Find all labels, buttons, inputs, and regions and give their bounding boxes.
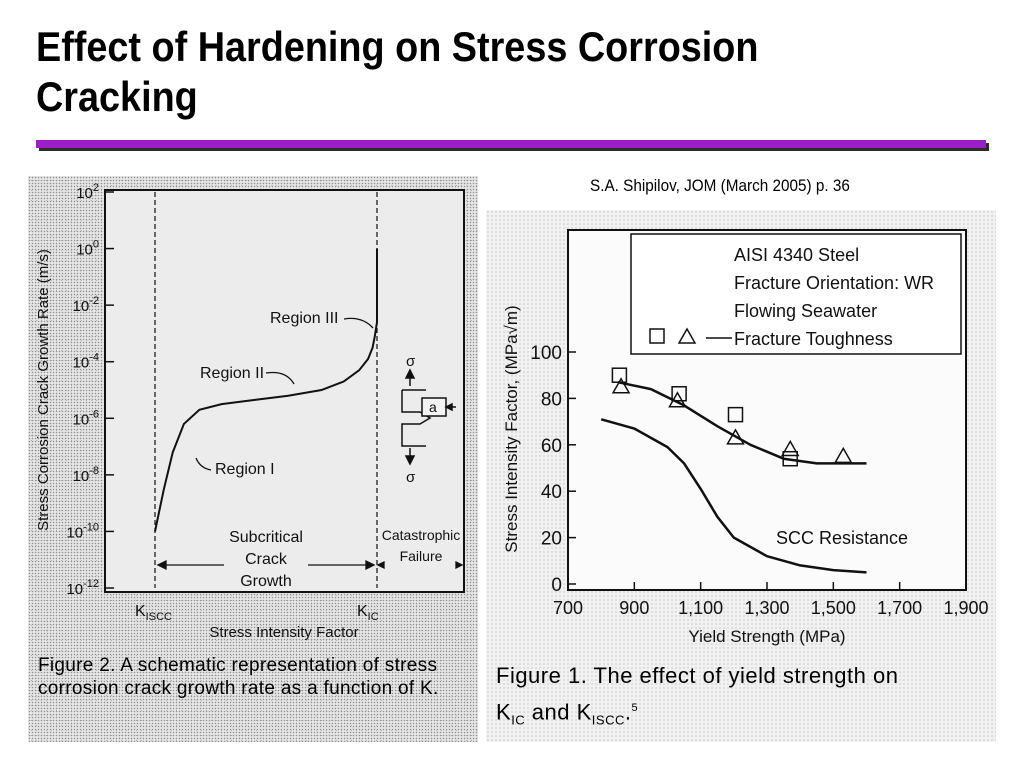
y-tick-label: 0 [551, 575, 562, 596]
caption-ref: 5 [631, 702, 639, 714]
x-tick-label: 1,300 [744, 598, 789, 618]
citation: S.A. Shipilov, JOM (March 2005) p. 36 [590, 176, 850, 195]
catastrophic-label-1: Catastrophic [382, 527, 461, 543]
title-divider [36, 140, 986, 148]
y-tick-label: 10-6 [73, 408, 99, 428]
region-1-label: Region I [215, 461, 275, 478]
subcritical-label-2: Crack [245, 551, 288, 568]
series-lines [600, 380, 867, 574]
x-tick-label: 1,700 [877, 598, 922, 618]
legend-box: AISI 4340 Steel Fracture Orientation: WR… [630, 233, 962, 355]
y-tick-label: 100 [76, 239, 99, 259]
triangle-marker [611, 377, 631, 394]
x-ticks: 700 900 1,100 1,300 1,500 1,700 1,900 [553, 582, 989, 618]
legend-line-3: Flowing Seawater [734, 301, 877, 321]
legend-square-marker [649, 328, 665, 344]
slide-title: Effect of Hardening on Stress Corrosion … [36, 23, 759, 120]
triangle-marker [726, 428, 745, 445]
legend-line-1: AISI 4340 Steel [734, 245, 859, 265]
triangle-marker [833, 446, 853, 464]
y-tick-label: 100 [530, 343, 562, 364]
x-marker-label: KISCC [135, 603, 172, 623]
region-2-leader [265, 371, 295, 385]
triangle-marker [668, 391, 687, 408]
y-axis-label: Stress Intensity Factor, (MPa√m) [502, 305, 521, 552]
plot-frame [104, 189, 465, 593]
region-2-label: Region II [200, 365, 264, 382]
legend-triangle-marker [677, 327, 697, 344]
y-ticks: 0 20 40 60 80 100 [530, 343, 576, 596]
y-tick-label: 80 [541, 389, 562, 410]
x-tick-label: 1,100 [678, 598, 723, 618]
triangle-marker [780, 439, 800, 457]
x-axis-label: Yield Strength (MPa) [688, 627, 845, 646]
y-axis-label: Stress Corrosion Crack Growth Rate (m/s) [35, 249, 52, 531]
caption-end: . [624, 699, 632, 725]
y-axis-label-group: Stress Intensity Factor, (MPa√m) [502, 305, 521, 552]
series-line [617, 380, 867, 465]
figure-1-caption-line-2: KIC and KISCC.5 [496, 692, 994, 737]
figure-1-caption: Figure 1. The effect of yield strength o… [496, 660, 994, 737]
sigma-bottom-label: σ [406, 469, 416, 486]
x-tick-label: 1,900 [943, 598, 988, 618]
x-tick-label: 1,500 [811, 598, 856, 618]
caption-mid: and K [525, 699, 592, 725]
y-axis-label-group: Stress Corrosion Crack Growth Rate (m/s) [35, 249, 52, 531]
caption-k1-sub: IC [511, 712, 526, 728]
legend-line-2: Fracture Orientation: WR [734, 273, 934, 293]
region-1-leader [195, 457, 212, 471]
crack-length-label: a [429, 399, 437, 415]
y-tick-label: 10-4 [73, 352, 99, 372]
y-tick-label: 10-2 [73, 295, 99, 315]
region-3-leader [343, 317, 374, 329]
region-annotations: Region III Region II Region I Subcritica… [156, 310, 464, 590]
x-marker-label: KIC [357, 603, 379, 623]
y-tick-label: 40 [541, 482, 562, 503]
sigma-top-label: σ [406, 353, 416, 370]
subcritical-label-3: Growth [240, 573, 292, 590]
series-line [600, 418, 867, 574]
figure-1-caption-line-1: Figure 1. The effect of yield strength o… [496, 663, 899, 688]
y-tick-label: 60 [541, 436, 562, 457]
legend-line-4: Fracture Toughness [734, 329, 893, 349]
y-tick-label: 20 [541, 529, 562, 550]
x-axis-label: Stress Intensity Factor [209, 624, 358, 641]
figure-2-caption: Figure 2. A schematic representation of … [38, 655, 439, 699]
y-tick-label: 102 [76, 182, 99, 202]
data-markers [611, 367, 853, 467]
region-arrows [156, 559, 464, 571]
figure-2-panel: Stress Corrosion Crack Growth Rate (m/s)… [28, 176, 478, 742]
x-tick-label: 900 [619, 598, 649, 618]
square-marker [671, 386, 687, 402]
subcritical-label-1: Subcritical [229, 529, 303, 546]
y-tick-label: 10-12 [66, 578, 99, 598]
catastrophic-label-2: Failure [400, 548, 443, 564]
y-tick-label: 10-10 [66, 521, 99, 541]
region-3-label: Region III [270, 310, 338, 327]
caption-k2-sub: ISCC [591, 712, 625, 728]
scc-resistance-label: SCC Resistance [776, 528, 908, 548]
specimen-sketch: σ a σ [401, 353, 456, 486]
yield-strength-chart: Stress Intensity Factor, (MPa√m) 0 20 40 60… [502, 229, 989, 646]
square-marker [782, 450, 798, 467]
figure-1-panel: Stress Intensity Factor, (MPa√m) 0 20 40 60… [486, 210, 996, 742]
x-tick-label: 700 [553, 598, 583, 618]
y-tick-label: 10-8 [73, 465, 99, 485]
caption-k1: K [496, 699, 512, 725]
square-marker [727, 406, 744, 423]
crack-growth-curve [154, 248, 378, 532]
x-markers: KISCC KIC [135, 603, 379, 623]
crack-growth-chart: Stress Corrosion Crack Growth Rate (m/s)… [35, 182, 465, 641]
